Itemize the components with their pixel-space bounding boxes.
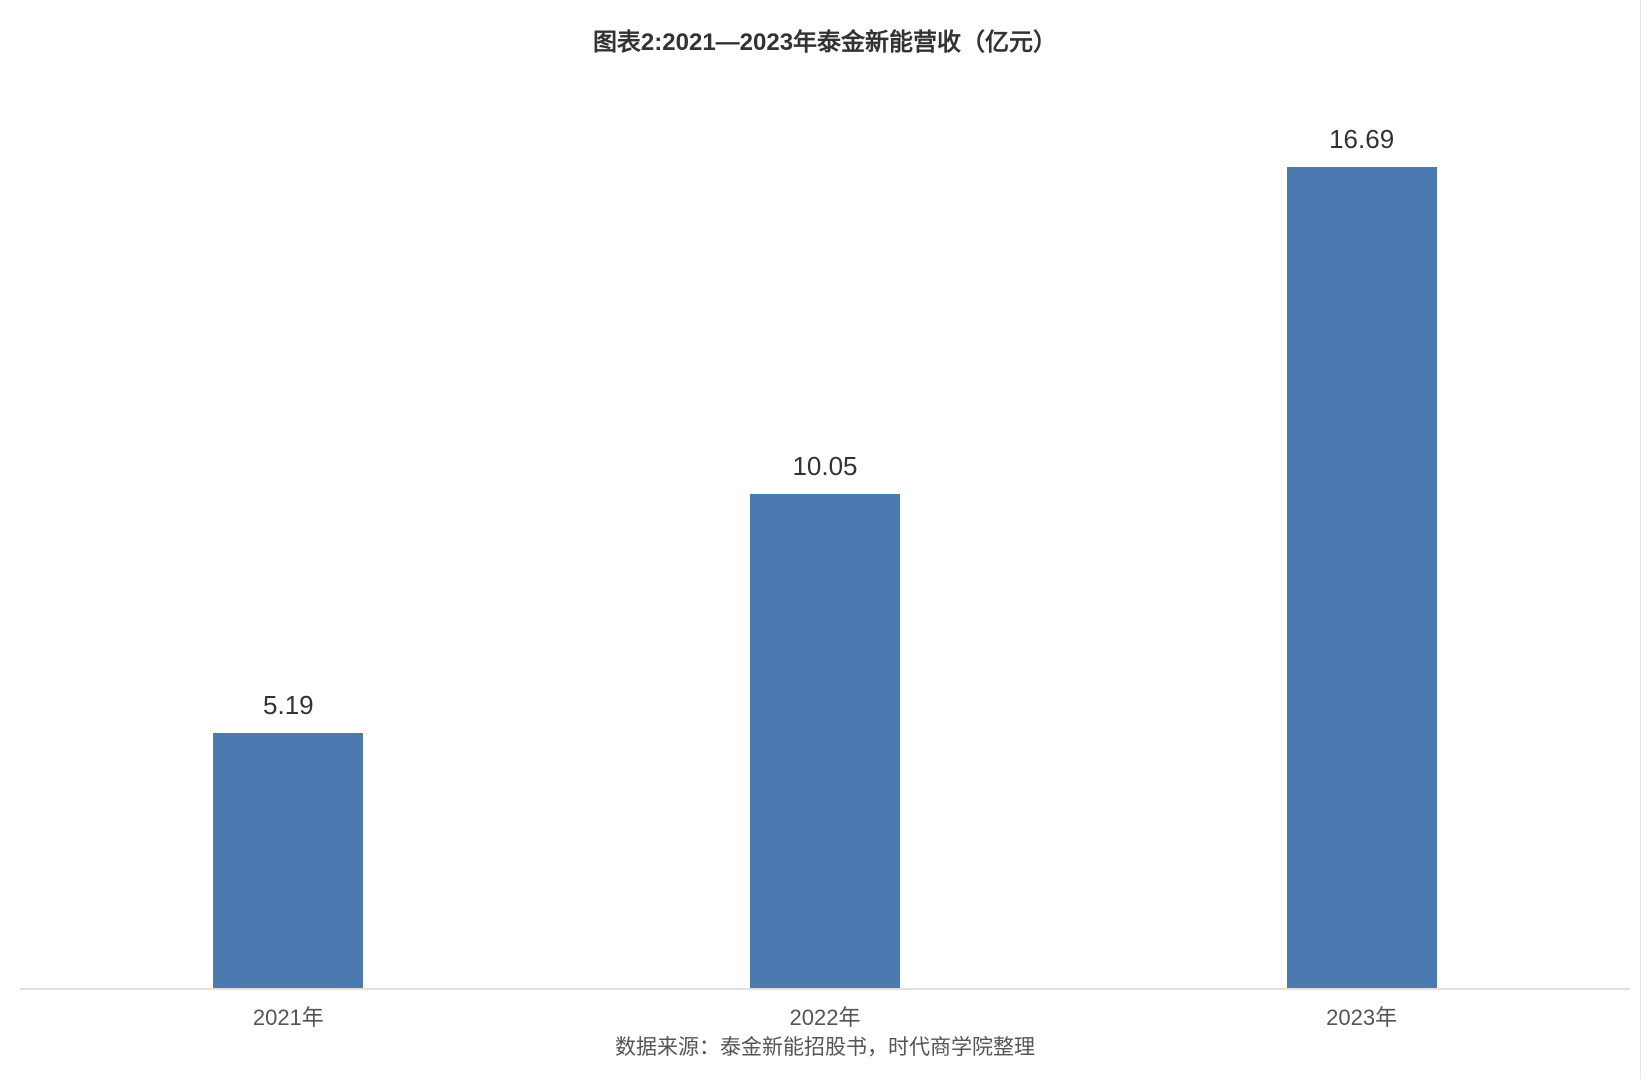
bar-value-2: 16.69 [1329,124,1394,155]
bars-row: 5.19 10.05 16.69 [20,80,1630,988]
chart-title: 图表2:2021—2023年泰金新能营收（亿元） [10,0,1640,57]
x-label-0: 2021年 [20,992,557,1032]
source-text: 数据来源：泰金新能招股书，时代商学院整理 [10,1031,1640,1061]
bar-value-1: 10.05 [792,451,857,482]
bar-value-0: 5.19 [263,690,314,721]
x-label-1: 2022年 [557,992,1094,1032]
bar-group-2: 16.69 [1093,124,1630,988]
x-axis: 2021年 2022年 2023年 [20,992,1630,1032]
bar-0 [213,733,363,988]
bar-group-1: 10.05 [557,451,1094,988]
bar-1 [750,494,900,988]
plot-area: 5.19 10.05 16.69 [20,80,1630,990]
bar-2 [1287,167,1437,988]
chart-container: 图表2:2021—2023年泰金新能营收（亿元） 5.19 10.05 16.6… [10,0,1641,1079]
x-label-2: 2023年 [1093,992,1630,1032]
bar-group-0: 5.19 [20,690,557,988]
